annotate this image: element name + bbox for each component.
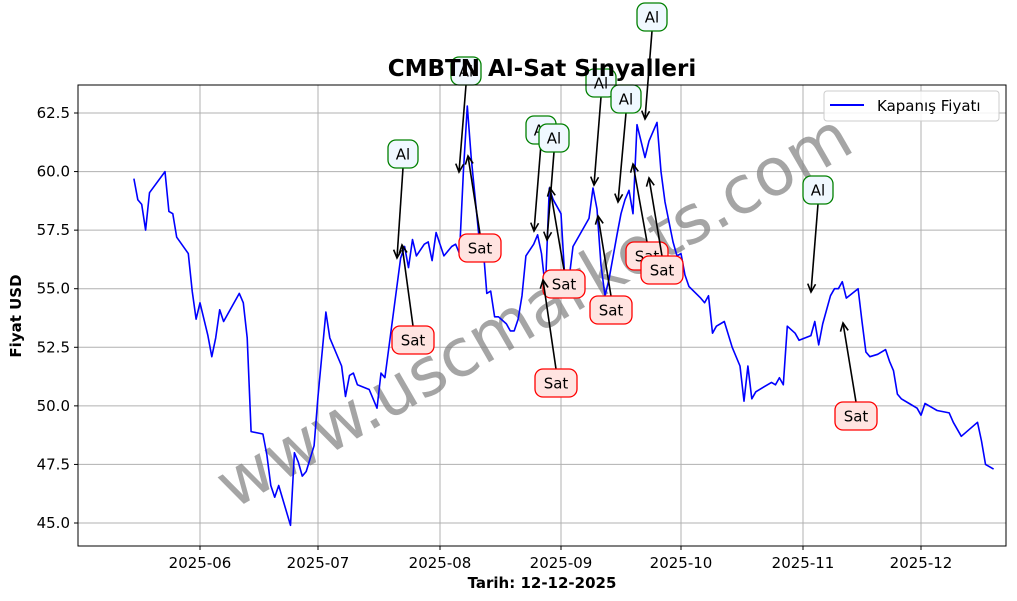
buy-signal-annotation: Al <box>387 139 419 260</box>
buy-signal-annotation: Al <box>802 175 834 294</box>
sell-label-text: Sat <box>599 302 624 320</box>
buy-label-box <box>538 123 570 153</box>
arrowhead-icon <box>839 321 849 332</box>
legend-label: Kapanış Fiyatı <box>877 97 981 115</box>
buy-signal-annotation: Al <box>538 123 570 242</box>
y-tick-label: 55.0 <box>37 280 70 298</box>
arrowhead-icon <box>546 186 556 197</box>
x-tick-label: 2025-09 <box>530 554 593 572</box>
arrow-line <box>593 96 602 186</box>
sell-label-box <box>834 401 878 431</box>
buy-label-text: Al <box>811 182 825 200</box>
arrowhead-icon <box>455 163 465 174</box>
x-tick-label: 2025-10 <box>650 554 713 572</box>
closing-price-line <box>133 105 995 527</box>
buy-label-box <box>636 2 668 32</box>
sell-label-box <box>391 325 435 355</box>
arrowhead-icon <box>806 283 817 294</box>
chart-title: CMBTN Al-Sat Sinyalleri <box>388 56 697 82</box>
grid-lines <box>78 85 1006 546</box>
sell-signal-annotation: Sat <box>542 186 586 299</box>
x-tick-label: 2025-11 <box>772 554 835 572</box>
arrow-line <box>549 187 565 271</box>
sell-label-box <box>589 295 633 325</box>
sell-signal-annotation: Sat <box>834 321 878 431</box>
plot-frame <box>77 84 1007 547</box>
arrow-line <box>842 322 857 403</box>
arrowhead-icon <box>640 110 651 121</box>
arrowhead-icon <box>464 154 474 165</box>
arrow-line <box>546 151 555 241</box>
arrowhead-icon <box>629 162 639 173</box>
arrow-line <box>458 84 467 173</box>
arrowhead-icon <box>614 193 624 204</box>
arrow-line <box>810 203 819 293</box>
arrow-line <box>467 155 481 235</box>
arrowhead-icon <box>645 176 655 187</box>
arrow-line <box>542 279 557 370</box>
buy-signal-annotation: Al <box>610 84 642 204</box>
buy-label-box <box>802 175 834 205</box>
arrow-line <box>597 215 612 297</box>
sell-label-box <box>640 255 684 285</box>
x-tick-label: 2025-08 <box>409 554 472 572</box>
sell-label-box <box>534 368 578 398</box>
x-axis-label: Tarih: 12-12-2025 <box>468 574 617 592</box>
arrow-line <box>648 177 663 257</box>
x-tick-label: 2025-12 <box>890 554 953 572</box>
buy-signal-annotation: Al <box>585 68 617 187</box>
arrow-line <box>632 163 648 243</box>
buy-label-text: Al <box>619 91 633 109</box>
sell-label-text: Sat <box>544 375 569 393</box>
buy-signal-annotation: Al <box>450 56 482 174</box>
x-tick-label: 2025-06 <box>169 554 232 572</box>
arrow-line <box>617 112 627 203</box>
y-axis-label: Fiyat USD <box>7 274 25 357</box>
sell-label-text: Sat <box>401 332 426 350</box>
sell-label-text: Sat <box>650 262 675 280</box>
y-tick-label: 45.0 <box>37 514 70 532</box>
arrow-line <box>644 30 653 120</box>
arrow-line <box>533 143 542 232</box>
sell-label-text: Sat <box>552 276 577 294</box>
x-axis-ticks: 2025-06 2025-07 2025-08 2025-09 2025-10 2025-… <box>169 546 953 572</box>
sell-label-box <box>458 233 502 263</box>
arrowhead-icon <box>589 176 600 187</box>
arrow-line <box>401 244 414 327</box>
arrowhead-icon <box>594 214 604 225</box>
y-tick-label: 62.5 <box>37 104 70 122</box>
arrowhead-icon <box>398 243 408 254</box>
y-tick-label: 50.0 <box>37 397 70 415</box>
y-tick-label: 60.0 <box>37 163 70 181</box>
arrow-line <box>396 167 404 259</box>
sell-signal-annotation: Sat <box>534 278 578 398</box>
sell-signal-annotation: Sat <box>458 154 502 263</box>
arrowhead-icon <box>530 222 540 233</box>
y-tick-label: 47.5 <box>37 455 70 473</box>
buy-label-text: Al <box>459 63 473 81</box>
arrowhead-icon <box>539 278 549 289</box>
legend-box <box>823 90 1000 122</box>
sell-signal-annotation: Sat <box>589 214 633 325</box>
y-axis-ticks: 45.0 47.5 50.0 52.5 55.0 57.5 60.0 62.5 <box>37 104 78 532</box>
x-tick-label: 2025-07 <box>287 554 350 572</box>
sell-signal-annotation: Sat <box>391 243 435 355</box>
y-tick-label: 57.5 <box>37 221 70 239</box>
buy-label-text: Al <box>396 146 410 164</box>
y-tick-label: 52.5 <box>37 338 70 356</box>
buy-label-text: Al <box>594 75 608 93</box>
signal-annotations: AlSatAlSatAlAlSatSatAlSatAlAlSatSatAlSat <box>387 2 878 431</box>
sell-label-text: Sat <box>844 408 869 426</box>
buy-label-box <box>387 139 419 169</box>
buy-label-text: Al <box>645 9 659 27</box>
buy-label-text: Al <box>547 130 561 148</box>
buy-signal-annotation: Al <box>636 2 668 121</box>
sell-signal-annotation: Sat <box>640 176 684 285</box>
sell-label-text: Sat <box>468 240 493 258</box>
legend: Kapanış Fiyatı <box>823 90 1000 122</box>
buy-label-box <box>585 68 617 98</box>
arrowhead-icon <box>542 231 553 242</box>
